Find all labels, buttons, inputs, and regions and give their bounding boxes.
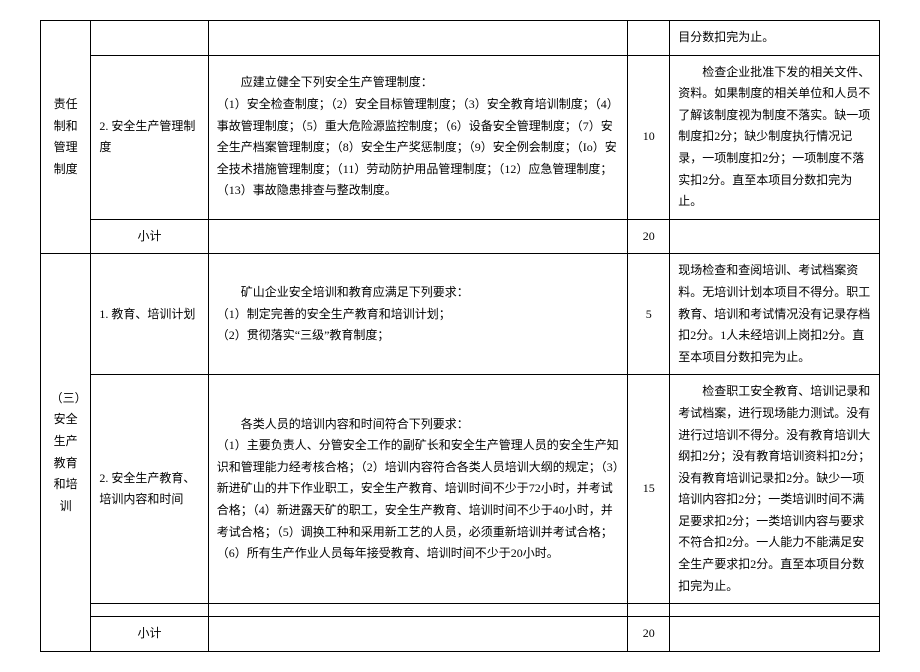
note-cell: 现场检查和查阅培训、考试档案资料。无培训计划本项目不得分。职工教育、培训和考试情… [670, 254, 880, 375]
desc-lead: 应建立健全下列安全生产管理制度： [217, 72, 620, 94]
note-cell: 检查企业批准下发的相关文件、资料。如果制度的相关单位和人员不了解该制度视为制度不… [670, 55, 880, 219]
desc-cell: 应建立健全下列安全生产管理制度： （1）安全检查制度；（2）安全目标管理制度；（… [208, 55, 628, 219]
score-cell: 10 [628, 55, 670, 219]
subtotal-desc [208, 219, 628, 254]
note-lead: 检查职工安全教育、培训记录和考试档案，进行现场能力测试。没有进行过培训不得分。没… [678, 381, 871, 597]
item-cell: 2. 安全生产教育、培训内容和时间 [91, 375, 208, 604]
subtotal-label: 小计 [91, 617, 208, 652]
desc-lead: 各类人员的培训内容和时间符合下列要求： [217, 414, 620, 436]
item-cell: 2. 安全生产管理制度 [91, 55, 208, 219]
desc-cell [208, 604, 628, 617]
desc-cell [208, 21, 628, 56]
score-cell: 5 [628, 254, 670, 375]
section-label: （三）安全生产教育和培训 [41, 254, 91, 652]
desc-body: （1）安全检查制度；（2）安全目标管理制度；（3）安全教育培训制度；（4）事故管… [217, 97, 619, 197]
subtotal-note [670, 219, 880, 254]
item-cell [91, 604, 208, 617]
subtotal-score: 20 [628, 219, 670, 254]
item-cell [91, 21, 208, 56]
note-cell: 检查职工安全教育、培训记录和考试档案，进行现场能力测试。没有进行过培训不得分。没… [670, 375, 880, 604]
note-cell [670, 604, 880, 617]
table-row: 2. 安全生产管理制度 应建立健全下列安全生产管理制度： （1）安全检查制度；（… [41, 55, 880, 219]
table-row: （三）安全生产教育和培训 1. 教育、培训计划 矿山企业安全培训和教育应满足下列… [41, 254, 880, 375]
subtotal-label: 小计 [91, 219, 208, 254]
subtotal-desc [208, 617, 628, 652]
standards-table: 责任制和管理制度 目分数扣完为止。 2. 安全生产管理制度 应建立健全下列安全生… [40, 20, 880, 652]
subtotal-row: 小计 20 [41, 219, 880, 254]
table-row: 责任制和管理制度 目分数扣完为止。 [41, 21, 880, 56]
desc-body: （1）主要负责人、分管安全工作的副矿长和安全生产管理人员的安全生产知识和管理能力… [217, 438, 619, 560]
section-label: 责任制和管理制度 [41, 21, 91, 254]
item-cell: 1. 教育、培训计划 [91, 254, 208, 375]
score-cell [628, 21, 670, 56]
desc-body: （1）制定完善的安全生产教育和培训计划； （2）贯彻落实“三级”教育制度； [217, 307, 451, 343]
score-cell: 15 [628, 375, 670, 604]
spacer-row [41, 604, 880, 617]
subtotal-score: 20 [628, 617, 670, 652]
note-lead: 检查企业批准下发的相关文件、资料。如果制度的相关单位和人员不了解该制度视为制度不… [678, 62, 871, 213]
score-cell [628, 604, 670, 617]
desc-cell: 矿山企业安全培训和教育应满足下列要求： （1）制定完善的安全生产教育和培训计划；… [208, 254, 628, 375]
subtotal-row: 小计 20 [41, 617, 880, 652]
table-row: 2. 安全生产教育、培训内容和时间 各类人员的培训内容和时间符合下列要求： （1… [41, 375, 880, 604]
note-cell: 目分数扣完为止。 [670, 21, 880, 56]
subtotal-note [670, 617, 880, 652]
desc-lead: 矿山企业安全培训和教育应满足下列要求： [217, 282, 620, 304]
desc-cell: 各类人员的培训内容和时间符合下列要求： （1）主要负责人、分管安全工作的副矿长和… [208, 375, 628, 604]
